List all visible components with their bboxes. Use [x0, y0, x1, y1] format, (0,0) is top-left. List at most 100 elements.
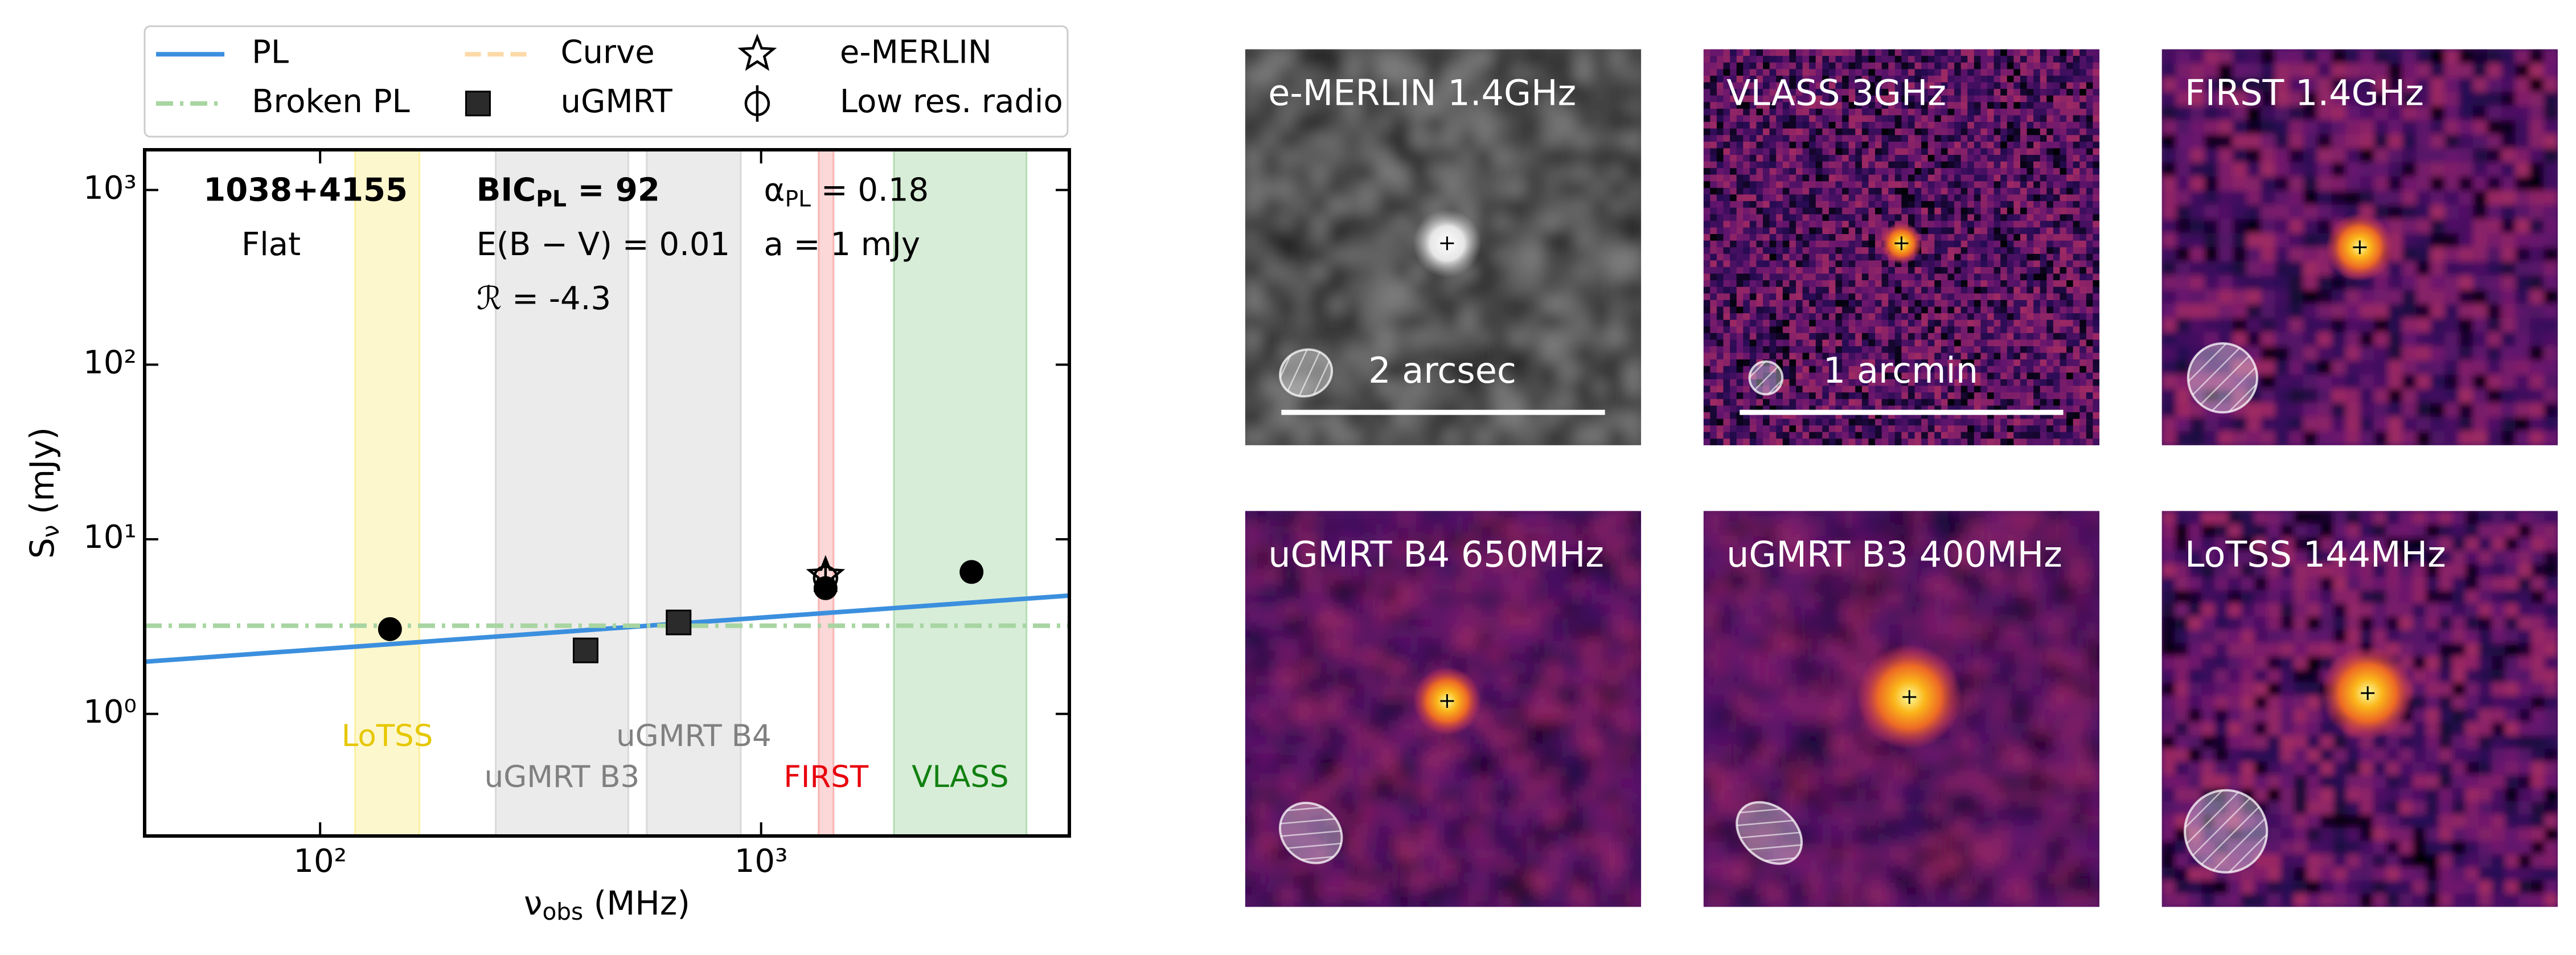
image-pixel	[2472, 388, 2488, 403]
image-pixel	[2027, 240, 2034, 248]
image-pixel	[2303, 219, 2318, 233]
image-pixel	[2303, 318, 2318, 333]
image-pixel	[1881, 386, 1889, 393]
image-pixel	[1743, 353, 1750, 360]
image-pixel	[1716, 319, 1724, 327]
image-pixel	[1941, 372, 1949, 380]
image-pixel	[2303, 162, 2318, 177]
image-pixel	[2000, 207, 2008, 215]
image-pixel	[1822, 240, 1830, 248]
image-pixel	[2000, 333, 2008, 340]
image-pixel	[1881, 353, 1889, 360]
image-pixel	[1743, 49, 1750, 56]
image-pixel	[1749, 181, 1757, 188]
image-pixel	[1914, 181, 1922, 188]
image-pixel	[2204, 162, 2219, 177]
image-pixel	[2388, 388, 2403, 403]
image-pixel	[1476, 82, 1493, 99]
image-pixel	[1789, 128, 1796, 136]
scalebar-label: 2 arcsec	[1368, 350, 1516, 391]
image-pixel	[1311, 49, 1328, 67]
image-pixel	[1795, 161, 1803, 169]
image-pixel	[1868, 187, 1876, 195]
image-pixel	[1509, 313, 1526, 330]
image-pixel	[1881, 326, 1889, 334]
image-pixel	[1723, 346, 1730, 354]
image-pixel	[2161, 219, 2176, 233]
legend-marker	[744, 85, 770, 122]
image-pixel	[1941, 102, 1949, 109]
image-pixel	[2093, 69, 2100, 76]
image-pixel	[1575, 198, 1592, 215]
image-pixel	[1723, 399, 1730, 406]
image-pixel	[2444, 346, 2459, 361]
image-pixel	[1723, 392, 1730, 400]
image-pixel	[1327, 181, 1345, 198]
image-pixel	[1914, 214, 1922, 222]
image-pixel	[1756, 62, 1763, 69]
image-pixel	[1822, 247, 1830, 255]
image-pixel	[1881, 154, 1889, 162]
image-pixel	[1993, 339, 2001, 347]
image-pixel	[1987, 154, 1995, 162]
image-pixel	[2388, 275, 2403, 290]
image-pixel	[1914, 220, 1922, 228]
image-pixel	[2529, 77, 2544, 92]
image-pixel	[2040, 108, 2047, 116]
image-pixel	[1967, 227, 1975, 235]
image-pixel	[2086, 62, 2093, 69]
image-pixel	[1848, 326, 1856, 334]
image-pixel	[1980, 201, 1988, 208]
image-pixel	[2388, 177, 2403, 191]
image-pixel	[2079, 366, 2087, 373]
image-pixel	[2033, 379, 2041, 387]
image-pixel	[1947, 240, 1955, 248]
image-pixel	[2073, 319, 2080, 327]
image-pixel	[1947, 141, 1955, 149]
image-pixel	[1908, 386, 1915, 393]
image-pixel	[1848, 128, 1856, 136]
image-pixel	[1815, 194, 1823, 202]
image-pixel	[2388, 92, 2403, 106]
image-pixel	[1861, 154, 1869, 162]
image-pixel	[2027, 214, 2034, 222]
image-pixel	[2073, 62, 2080, 69]
image-pixel	[1756, 49, 1763, 56]
image-pixel	[1377, 346, 1394, 363]
image-pixel	[1901, 359, 1909, 367]
image-pixel	[2093, 293, 2100, 301]
image-pixel	[1960, 359, 1968, 367]
image-pixel	[1542, 198, 1559, 215]
image-pixel	[1888, 214, 1896, 222]
image-pixel	[1756, 135, 1763, 142]
image-pixel	[2053, 326, 2061, 334]
image-pixel	[1443, 412, 1460, 429]
image-pixel	[2086, 122, 2093, 129]
image-pixel	[1861, 168, 1869, 175]
image-pixel	[1723, 339, 1730, 347]
image-pixel	[1842, 280, 1849, 288]
image-pixel	[1875, 247, 1882, 255]
image-pixel	[1987, 346, 1995, 354]
image-pixel	[1769, 69, 1777, 76]
image-pixel	[2066, 273, 2074, 281]
image-pixel	[2000, 148, 2008, 155]
image-pixel	[1835, 379, 1843, 387]
image-pixel	[1861, 253, 1869, 261]
image-pixel	[1344, 264, 1361, 281]
image-pixel	[2066, 313, 2074, 321]
image-pixel	[1881, 300, 1889, 307]
image-pixel	[1723, 161, 1730, 169]
image-pixel	[1278, 198, 1295, 215]
image-pixel	[1875, 128, 1882, 136]
image-pixel	[2430, 148, 2445, 163]
image-pixel	[1934, 115, 1942, 122]
image-pixel	[2161, 49, 2176, 64]
image-pixel	[1993, 181, 2001, 188]
image-pixel	[1954, 366, 1962, 373]
image-pixel	[1776, 154, 1783, 162]
image-pixel	[1756, 267, 1763, 274]
image-pixel	[2079, 306, 2087, 314]
image-pixel	[1763, 240, 1770, 248]
image-pixel	[2040, 247, 2047, 255]
